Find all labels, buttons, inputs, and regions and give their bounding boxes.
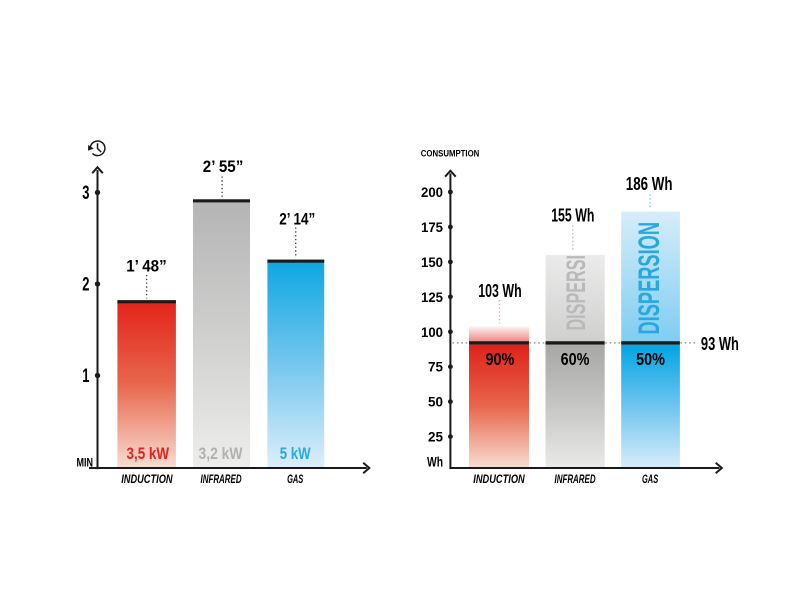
svg-text:2’ 55”: 2’ 55” <box>203 157 244 176</box>
svg-text:DISPERSION: DISPERSION <box>633 222 666 335</box>
svg-text:60%: 60% <box>561 349 590 369</box>
svg-text:INFRARED: INFRARED <box>555 472 596 486</box>
svg-text:CONSUMPTION: CONSUMPTION <box>421 148 480 159</box>
svg-text:DISPERSI: DISPERSI <box>561 255 591 331</box>
svg-text:3,2 kW: 3,2 kW <box>199 445 243 463</box>
svg-text:100: 100 <box>421 324 443 340</box>
svg-text:93 Wh: 93 Wh <box>701 333 739 354</box>
svg-text:200: 200 <box>421 184 443 200</box>
svg-text:2’ 14”: 2’ 14” <box>279 210 315 229</box>
svg-text:3: 3 <box>82 183 89 204</box>
svg-text:50: 50 <box>428 394 443 410</box>
svg-text:INFRARED: INFRARED <box>201 472 242 486</box>
svg-text:Wh: Wh <box>427 454 443 470</box>
svg-text:5 kW: 5 kW <box>280 445 311 463</box>
svg-text:MIN: MIN <box>77 456 94 470</box>
svg-text:2: 2 <box>82 275 89 296</box>
svg-text:90%: 90% <box>486 349 515 369</box>
svg-text:1’ 48”: 1’ 48” <box>126 257 167 276</box>
svg-text:50%: 50% <box>636 349 665 369</box>
svg-text:175: 175 <box>421 219 443 235</box>
svg-text:INDUCTION: INDUCTION <box>473 472 525 486</box>
svg-text:103 Wh: 103 Wh <box>478 281 522 301</box>
svg-text:186 Wh: 186 Wh <box>626 174 673 194</box>
svg-text:GAS: GAS <box>287 472 303 486</box>
svg-text:155 Wh: 155 Wh <box>551 205 594 225</box>
svg-text:GAS: GAS <box>642 472 658 486</box>
svg-text:1: 1 <box>82 366 89 387</box>
svg-text:150: 150 <box>421 254 443 270</box>
svg-text:75: 75 <box>428 359 443 375</box>
svg-text:25: 25 <box>428 429 443 445</box>
svg-text:3,5 kW: 3,5 kW <box>127 445 170 463</box>
svg-text:INDUCTION: INDUCTION <box>121 472 173 486</box>
svg-text:125: 125 <box>421 289 443 305</box>
